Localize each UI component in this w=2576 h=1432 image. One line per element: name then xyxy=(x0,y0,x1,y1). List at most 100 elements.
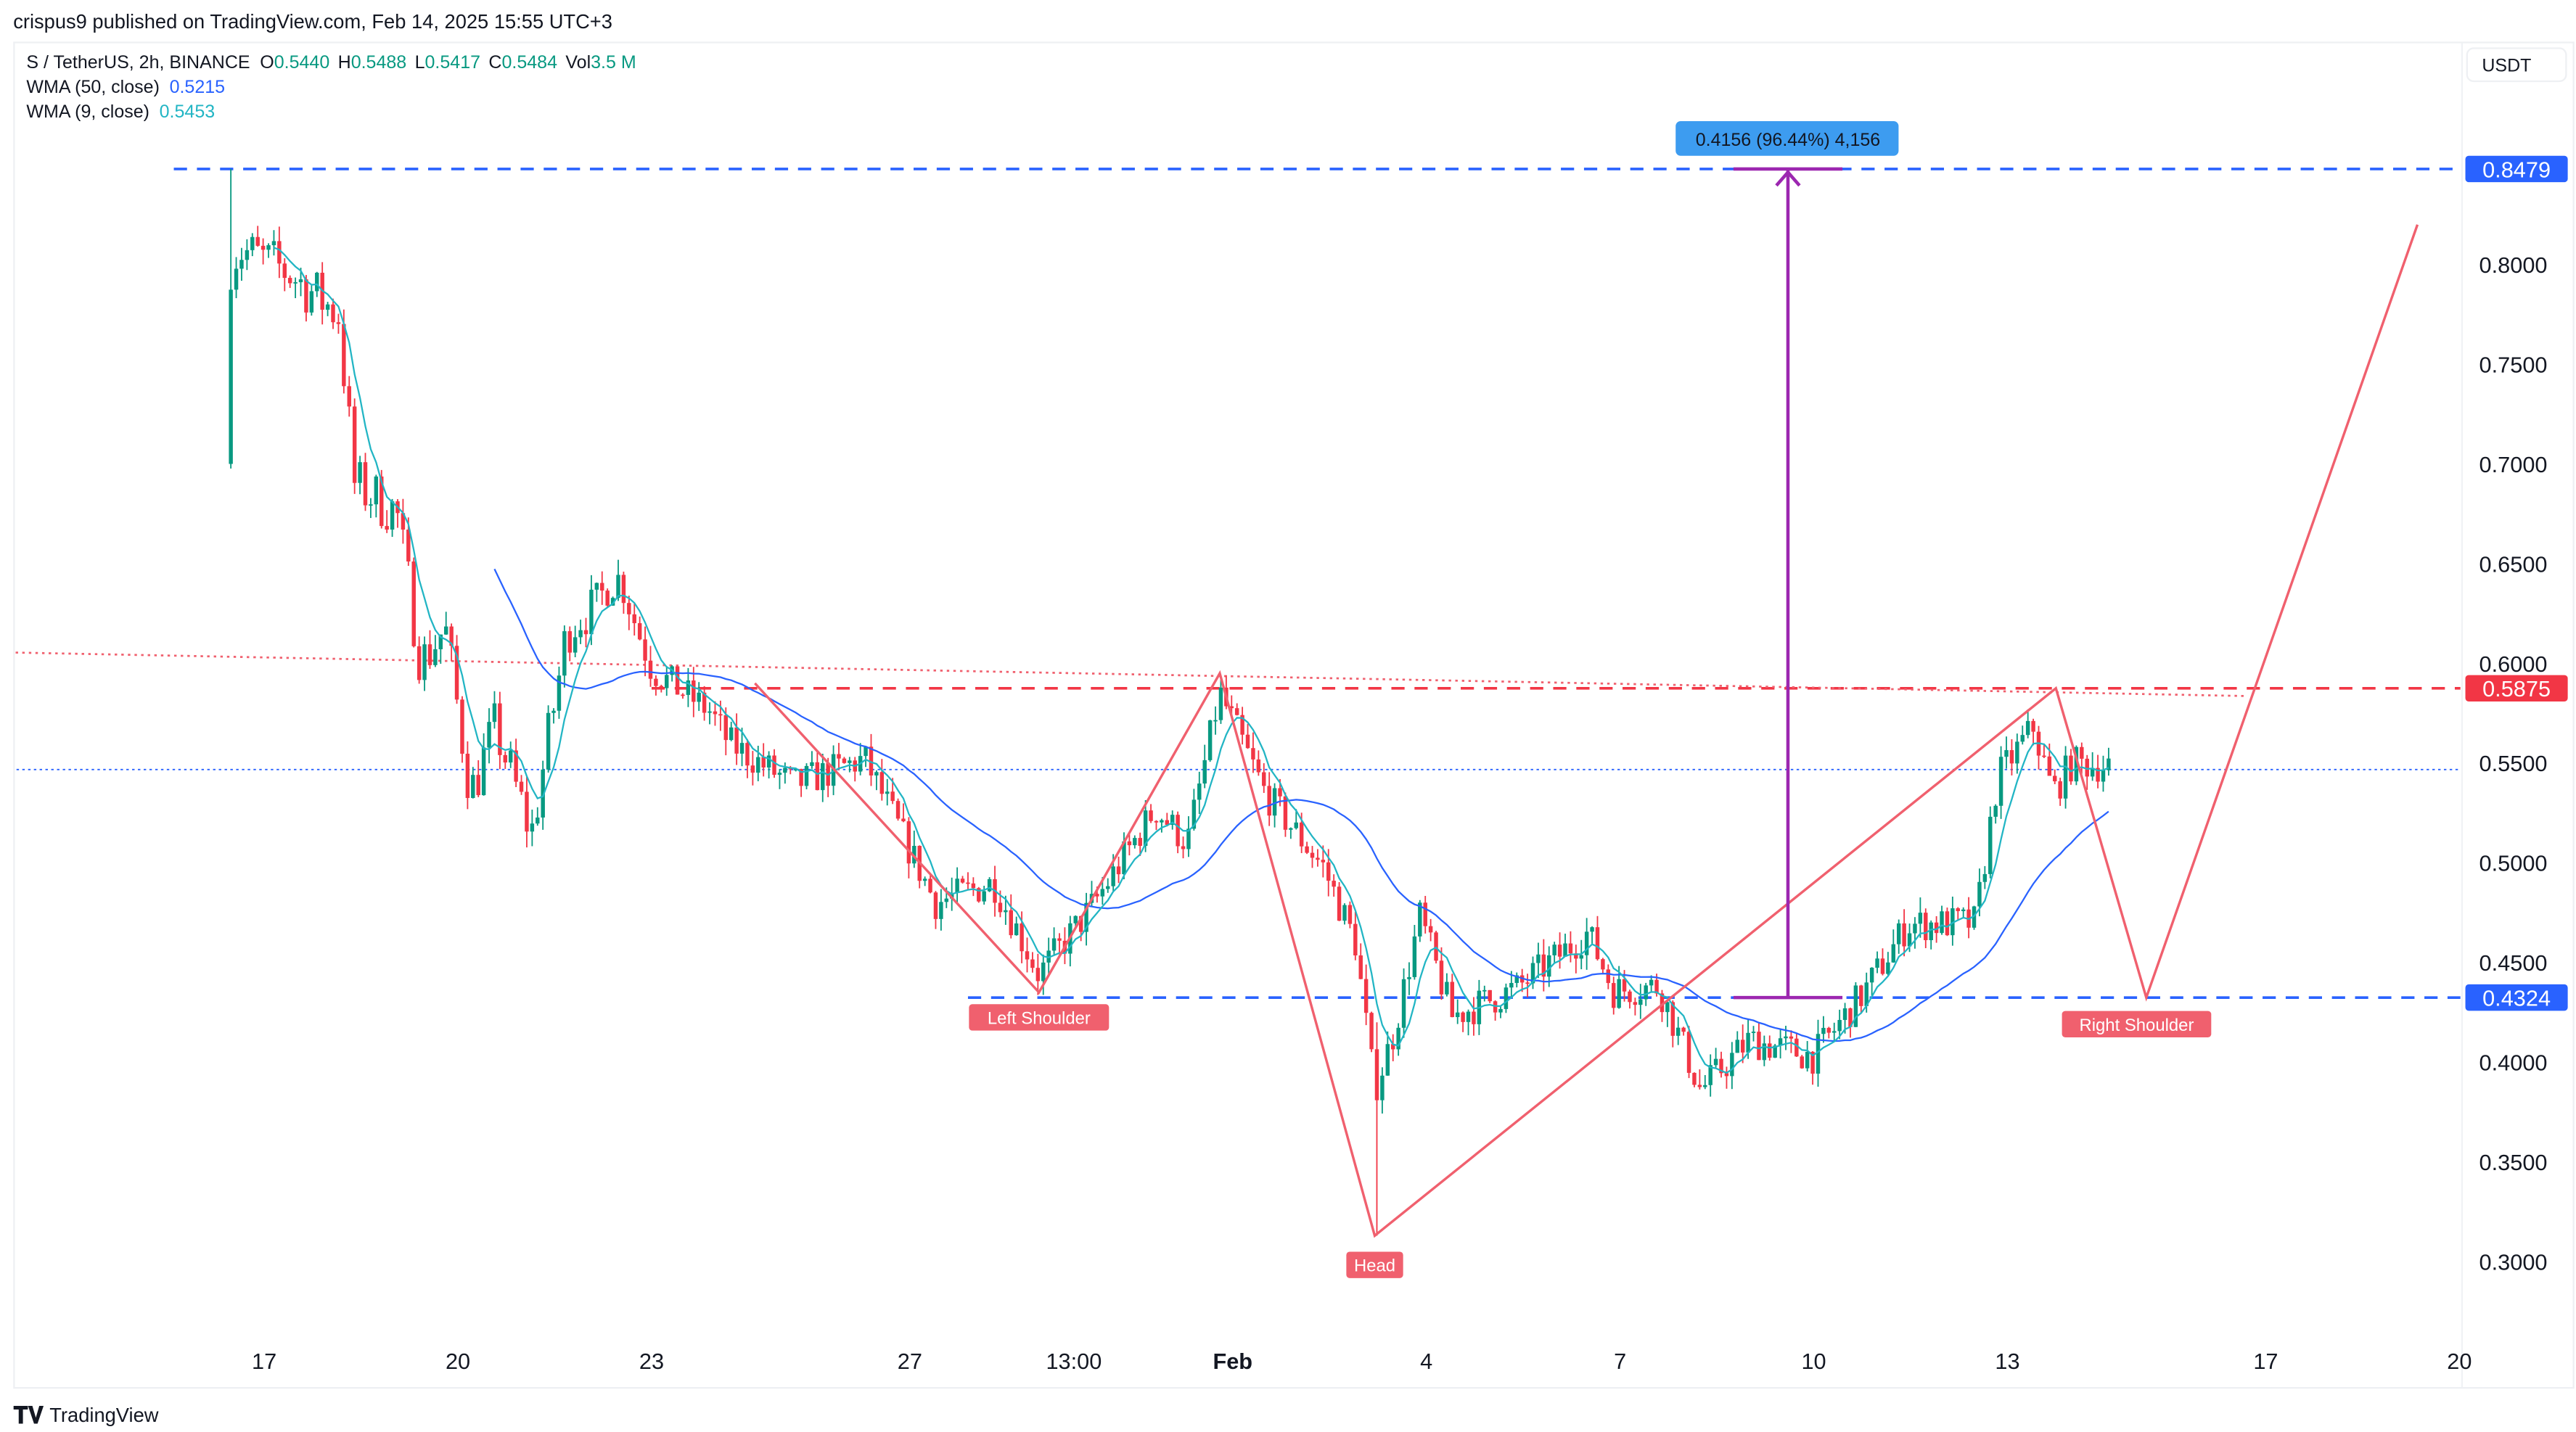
candle-body xyxy=(1886,962,1890,974)
candle-body xyxy=(481,747,486,796)
candle-body xyxy=(1407,976,1411,979)
symbol-title: S / TetherUS, 2h, BINANCE xyxy=(26,52,250,73)
candle-body xyxy=(562,631,567,676)
candle-body xyxy=(933,892,938,919)
candle-body xyxy=(1353,923,1358,956)
candle-body xyxy=(1202,760,1207,784)
candle-body xyxy=(2069,755,2073,782)
candle-body xyxy=(443,626,448,635)
candle-body xyxy=(1434,932,1438,961)
candle-body xyxy=(729,727,734,741)
trendline-dotted[interactable] xyxy=(15,651,2247,697)
candle-body xyxy=(643,639,647,661)
candle-body xyxy=(460,699,464,754)
candle-body xyxy=(250,236,255,250)
candle-body xyxy=(1784,1036,1788,1039)
candle-body xyxy=(1116,866,1121,875)
candle-body xyxy=(261,245,266,250)
candle-body xyxy=(692,680,696,702)
candle-body xyxy=(1154,820,1159,823)
candle-body xyxy=(449,626,454,646)
candle-body xyxy=(1428,926,1433,933)
candle-body xyxy=(363,462,368,506)
candle-body xyxy=(906,821,911,864)
candle-body xyxy=(1289,828,1293,830)
price-level-tag-label: 0.8479 xyxy=(2482,157,2551,182)
candle-body xyxy=(713,711,718,715)
candle-body xyxy=(1896,923,1901,945)
candle-body xyxy=(723,715,729,741)
candle-body xyxy=(1025,951,1030,960)
candle-body xyxy=(1305,846,1309,853)
candle-body xyxy=(1617,979,1621,1008)
candle-body xyxy=(304,279,308,313)
candle-body xyxy=(1111,866,1115,886)
candle-body xyxy=(766,755,771,768)
currency-button[interactable]: USDT xyxy=(2466,47,2567,83)
price-level-tag-label: 0.5875 xyxy=(2482,676,2551,701)
candle-body xyxy=(1423,902,1427,926)
x-tick-label: 20 xyxy=(446,1349,470,1374)
measure-label-box xyxy=(1675,120,1899,156)
candle-body xyxy=(637,623,642,640)
candle-body xyxy=(427,644,432,665)
candle-body xyxy=(1165,820,1170,825)
candle-body xyxy=(1837,1019,1842,1032)
candle-body xyxy=(1945,911,1950,936)
candle-body xyxy=(411,561,416,646)
pattern-line[interactable] xyxy=(754,224,2419,1238)
candle-body xyxy=(573,637,578,653)
candle-body xyxy=(1051,938,1057,951)
candle-body xyxy=(2020,735,2025,742)
candle-body xyxy=(1951,908,1955,936)
candle-body xyxy=(837,754,841,759)
candle-body xyxy=(315,272,319,292)
wma9-label: WMA (9, close) xyxy=(26,102,149,122)
candle-body xyxy=(1579,955,1583,959)
candle-body xyxy=(810,762,814,766)
candle-body xyxy=(374,476,379,505)
candle-body xyxy=(1337,886,1342,921)
candle-body xyxy=(1482,989,1487,992)
candle-body xyxy=(1234,708,1239,715)
candle-body xyxy=(266,245,271,250)
candle-body xyxy=(1498,1008,1503,1013)
candle-body xyxy=(1816,1034,1821,1074)
y-tick-label: 0.3500 xyxy=(2479,1150,2548,1175)
candle-body xyxy=(1020,923,1024,952)
candle-body xyxy=(1902,923,1906,947)
tradingview-logo[interactable]: 𝐓𝐕 TradingView xyxy=(13,1402,159,1428)
y-tick-label: 0.4000 xyxy=(2479,1050,2548,1076)
candle-body xyxy=(1740,1040,1745,1053)
candle-body xyxy=(476,775,480,796)
candle-body xyxy=(1332,881,1336,887)
candle-body xyxy=(1106,886,1110,889)
candle-body xyxy=(1557,945,1562,957)
candle-body xyxy=(2025,720,2030,736)
y-tick-label: 0.3000 xyxy=(2479,1249,2548,1275)
candle-body xyxy=(1321,860,1326,863)
candle-body xyxy=(390,501,395,530)
candle-body xyxy=(1563,943,1567,957)
candle-body xyxy=(336,322,341,324)
candle-body xyxy=(1133,838,1137,846)
candle-body xyxy=(648,660,653,679)
candle-body xyxy=(1880,958,1885,974)
candle-body xyxy=(1665,1002,1670,1013)
head-and-shoulders-pattern: Left Shoulder Head Right Shoulder xyxy=(754,224,2419,1278)
candle-body xyxy=(358,462,362,483)
candle-body xyxy=(1326,862,1331,881)
candle-body xyxy=(1256,759,1261,773)
candle-body xyxy=(2042,755,2046,757)
candle-body xyxy=(702,692,707,713)
candle-body xyxy=(239,260,244,269)
candle-body xyxy=(519,781,524,792)
candle-body xyxy=(864,746,868,757)
candle-body xyxy=(1450,982,1455,1018)
candle-body xyxy=(1842,1008,1847,1020)
candle-body xyxy=(1127,841,1132,846)
candle-body xyxy=(987,878,992,892)
candle-body xyxy=(1348,905,1353,924)
